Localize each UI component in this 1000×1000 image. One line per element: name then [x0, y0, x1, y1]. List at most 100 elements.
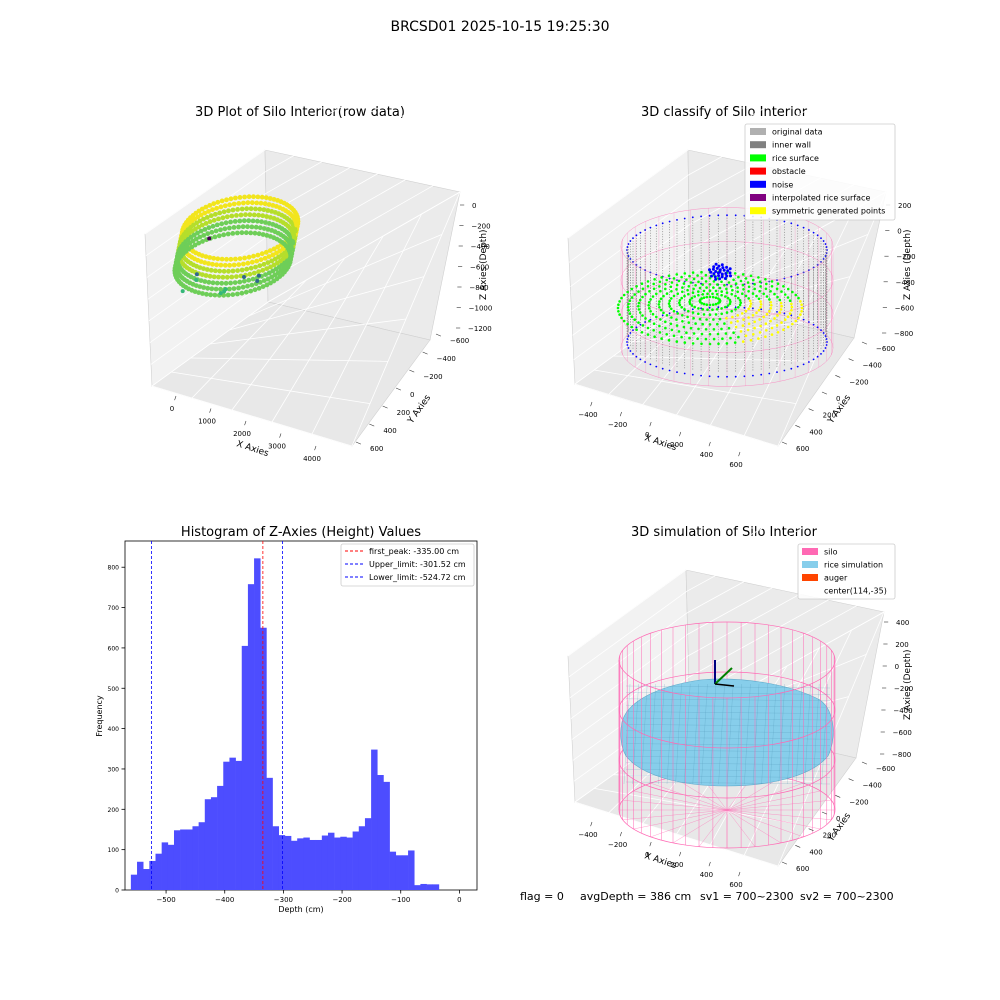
histogram-bar	[327, 832, 335, 890]
raw-point	[212, 234, 218, 240]
raw-point	[237, 218, 243, 224]
rice-surface-point	[670, 316, 673, 319]
p1-z-tick-label: −800	[469, 284, 488, 292]
raw-point	[231, 201, 237, 207]
histogram-bar	[377, 775, 384, 890]
raw-point	[202, 279, 208, 284]
rice-surface-point	[630, 315, 634, 319]
p1-y-tick-mark	[422, 351, 428, 355]
raw-point	[245, 200, 251, 206]
p2-y-tick-mark	[795, 425, 801, 428]
noise-point	[783, 312, 786, 315]
raw-point	[234, 274, 239, 279]
raw-point	[248, 206, 254, 212]
raw-point	[227, 262, 233, 268]
rice-surface-point	[668, 304, 671, 308]
grid-line	[567, 149, 689, 239]
raw-point	[249, 282, 255, 288]
grid-line	[148, 236, 267, 322]
rice-surface-point	[691, 271, 695, 274]
silo-floor-spoke	[726, 790, 821, 811]
histogram-bar	[420, 883, 427, 890]
rice-surface-point	[742, 288, 745, 291]
rice-surface-point	[698, 286, 702, 290]
noise-point	[790, 275, 793, 278]
histogram-bar	[408, 850, 415, 890]
x-tick-label: −200	[332, 896, 351, 904]
legend-label: symmetric generated points	[772, 207, 885, 216]
rice-surface-point	[644, 292, 647, 296]
grid-line	[574, 801, 779, 867]
raw-point	[224, 214, 230, 220]
raw-point	[253, 264, 258, 270]
p2-x-tick-label: 200	[670, 441, 683, 449]
p4-x-tick-mark	[619, 831, 622, 837]
noise-point	[726, 283, 728, 286]
rice-surface-point	[640, 331, 644, 334]
noise-point	[808, 229, 810, 231]
raw-point	[207, 203, 213, 208]
noise-point	[734, 306, 737, 309]
rice-surface-point	[738, 303, 742, 307]
raw-point	[201, 233, 207, 238]
raw-point	[210, 261, 215, 267]
rice-surface-point	[734, 282, 738, 285]
y-tick-label: 800	[108, 565, 120, 572]
symmetric-point	[764, 322, 768, 326]
legend-swatch	[750, 207, 766, 215]
grid-line	[149, 258, 268, 343]
raw-point	[255, 194, 261, 200]
rice-surface-point	[675, 340, 679, 343]
rice-surface-point	[737, 275, 740, 279]
p1-y-tick-label: −600	[450, 337, 469, 345]
raw-point	[203, 254, 209, 259]
raw-point	[227, 202, 233, 208]
raw-point	[214, 222, 220, 228]
noise-point	[627, 347, 630, 349]
noise-cluster-point	[709, 270, 713, 274]
rice-surface-point	[637, 301, 641, 305]
raw-point	[256, 231, 262, 237]
raw-point	[248, 288, 254, 294]
histogram-ylabel: Frequency	[95, 695, 104, 737]
noise-point	[668, 369, 671, 372]
raw-point	[211, 255, 217, 261]
panel4-z-ticks: 400 200 0 −200 −400 −600 −800	[880, 619, 913, 759]
raw-point	[263, 220, 268, 225]
grid-line	[264, 39, 461, 151]
outlier-point	[256, 273, 261, 278]
rice-surface-point	[741, 292, 744, 296]
rice-surface-point	[665, 333, 668, 336]
p4-y-tick-mark	[781, 861, 788, 865]
histogram-bar	[155, 853, 162, 890]
noise-point	[726, 375, 728, 378]
raw-point	[216, 216, 221, 222]
symmetric-point	[775, 324, 779, 327]
grid-line	[570, 199, 689, 287]
raw-point	[227, 225, 232, 231]
rice-surface-point	[726, 296, 730, 300]
footer-avg-depth: avgDepth = 386 cm	[580, 890, 691, 903]
noise-point	[683, 217, 686, 220]
rice-surface-point	[702, 296, 706, 300]
rice-mesh-line	[625, 737, 831, 740]
rice-surface-point	[708, 313, 712, 317]
symmetric-point	[753, 326, 756, 330]
p2-y-tick-mark	[835, 375, 841, 378]
p1-y-tick-label: −400	[437, 355, 456, 363]
histogram-bar	[247, 584, 255, 890]
grid-line	[688, 66, 887, 176]
noise-cluster-point	[718, 268, 722, 272]
rice-surface-point	[672, 294, 676, 298]
rice-surface-point	[618, 313, 621, 316]
raw-point	[256, 285, 262, 291]
symmetric-point	[769, 307, 773, 310]
rice-surface-point	[764, 287, 768, 291]
grid-line	[190, 357, 389, 362]
rice-surface-point	[728, 298, 732, 302]
rice-surface-point	[688, 336, 691, 340]
raw-point	[232, 219, 238, 224]
rice-surface-point	[681, 314, 684, 317]
raw-point	[257, 263, 263, 269]
rice-surface-point	[633, 318, 637, 322]
